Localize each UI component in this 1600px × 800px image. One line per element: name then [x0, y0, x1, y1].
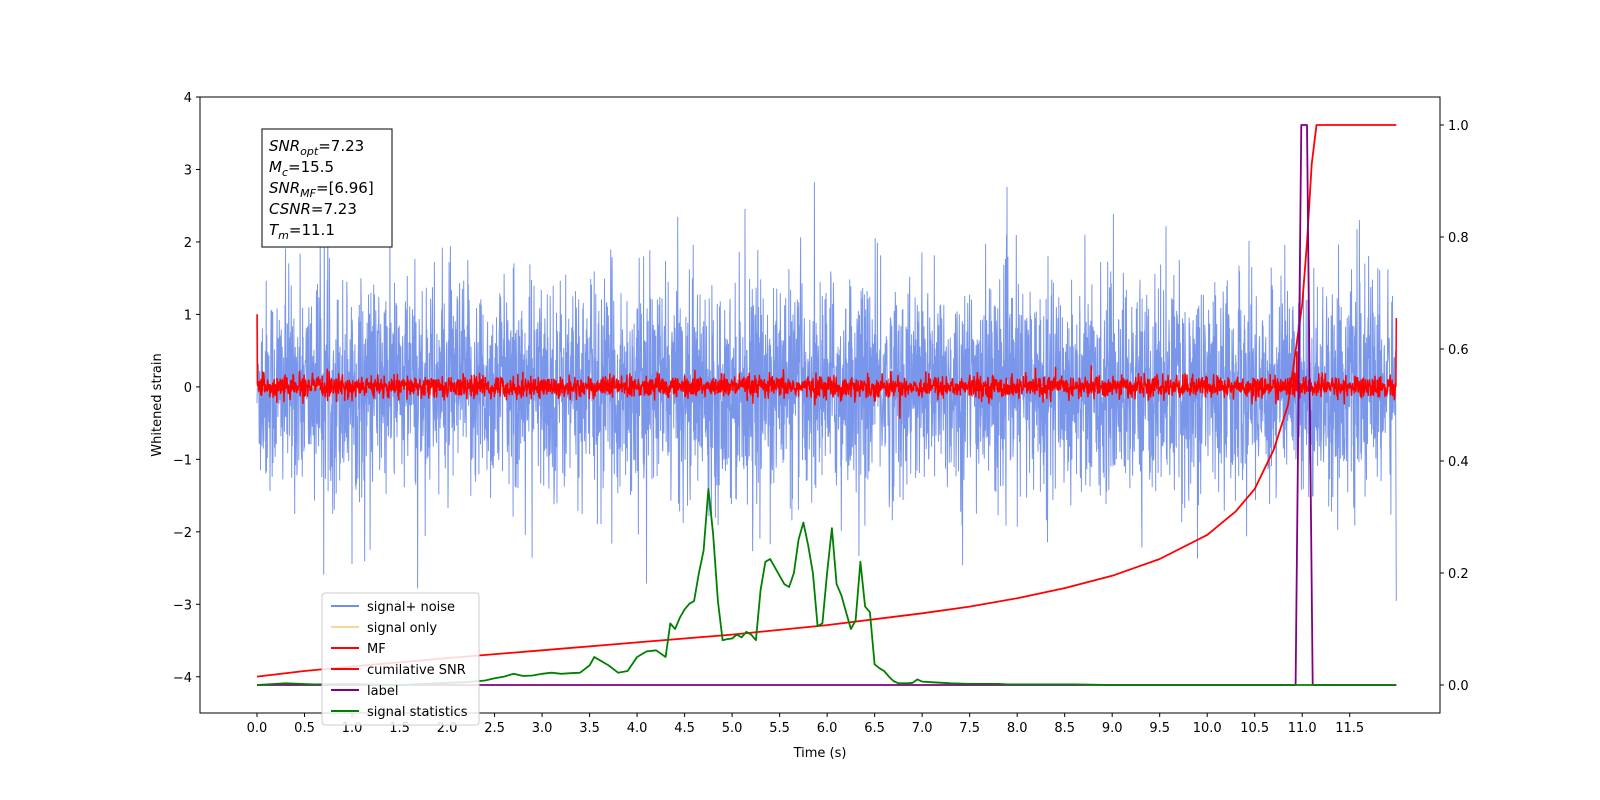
x-tick-label: 4.5	[674, 721, 695, 736]
x-tick-label: 6.0	[817, 721, 838, 736]
x-tick-label: 10.0	[1193, 721, 1222, 736]
annotation-line: Mc=15.5	[269, 158, 334, 179]
line	[256, 488, 1397, 686]
y-tick-label: 0	[184, 381, 192, 396]
y-tick-label: 3	[184, 163, 192, 178]
legend: signal+ noise signal only MF cumilative SNR…	[321, 592, 480, 726]
line	[256, 314, 1398, 419]
y-tick-label: 2	[184, 236, 192, 251]
y-tick-label: 4	[184, 91, 192, 106]
y-tick-label: −1	[173, 453, 192, 468]
x-tick-label: 7.0	[912, 721, 933, 736]
y2-tick-label: 0.2	[1448, 567, 1469, 582]
x-tick-label: 8.5	[1054, 721, 1075, 736]
annotation-frame	[261, 128, 393, 248]
line	[256, 124, 1397, 678]
x-axis-label: Time (s)	[793, 746, 847, 761]
legend-label: cumilative SNR	[367, 663, 466, 678]
x-tick-label: 5.5	[769, 721, 790, 736]
x-tick-label: 4.0	[627, 721, 648, 736]
x-tick-label: 6.5	[864, 721, 885, 736]
y-axis-label: Whitened strain	[150, 353, 165, 456]
y-tick-label: −3	[173, 598, 192, 613]
series-cumilative-snr	[256, 124, 1397, 678]
y2-tick-label: 0.8	[1448, 231, 1469, 246]
y2-tick-label: 0.4	[1448, 455, 1469, 470]
x-tick-label: 11.5	[1335, 721, 1364, 736]
legend-label: signal only	[367, 621, 437, 636]
x-tick-label: 5.0	[722, 721, 743, 736]
annotation-line: Tm=11.1	[269, 221, 335, 242]
series-mf	[256, 314, 1398, 419]
line	[256, 181, 1397, 601]
legend-label: MF	[367, 642, 386, 657]
series-signal-statistics	[256, 488, 1397, 686]
annotation-line: SNRMF=[6.96]	[269, 179, 374, 200]
x-tick-label: 9.5	[1149, 721, 1170, 736]
x-tick-label: 3.0	[532, 721, 553, 736]
y2-tick-label: 0.6	[1448, 343, 1469, 358]
x-tick-label: 11.0	[1288, 721, 1317, 736]
y-tick-label: −2	[173, 526, 192, 541]
legend-frame	[321, 592, 480, 726]
legend-label: label	[367, 684, 398, 699]
annotation-line: SNRopt=7.23	[269, 137, 364, 158]
x-tick-label: 10.5	[1240, 721, 1269, 736]
x-tick-label: 9.0	[1102, 721, 1123, 736]
legend-label: signal+ noise	[367, 600, 455, 615]
series-signal-noise	[256, 181, 1397, 601]
y-tick-label: 1	[184, 308, 192, 323]
series-layer	[256, 124, 1398, 686]
y-axis-right: 1.0 0.8 0.6 0.4 0.2 0.0	[1440, 119, 1469, 694]
annotation-line: CSNR=7.23	[269, 200, 357, 218]
x-tick-label: 8.0	[1007, 721, 1028, 736]
plot-area-frame	[199, 96, 1441, 714]
y2-tick-label: 1.0	[1448, 119, 1469, 134]
x-tick-label: 2.5	[484, 721, 505, 736]
x-axis: 0.0 0.5 1.0 1.5 2.0 2.5 3.0 3.5 4.0 4.5 5.0 5.5 6.0 6…	[247, 713, 1364, 736]
legend-label: signal statistics	[367, 705, 468, 720]
x-tick-label: 3.5	[579, 721, 600, 736]
x-tick-label: 0.0	[247, 721, 268, 736]
x-tick-label: 0.5	[294, 721, 315, 736]
x-tick-label: 7.5	[959, 721, 980, 736]
y-axis-left: 4 3 2 1 0 −1 −2 −3 −4	[173, 91, 200, 686]
y-tick-label: −4	[173, 671, 192, 686]
y2-tick-label: 0.0	[1448, 679, 1469, 694]
